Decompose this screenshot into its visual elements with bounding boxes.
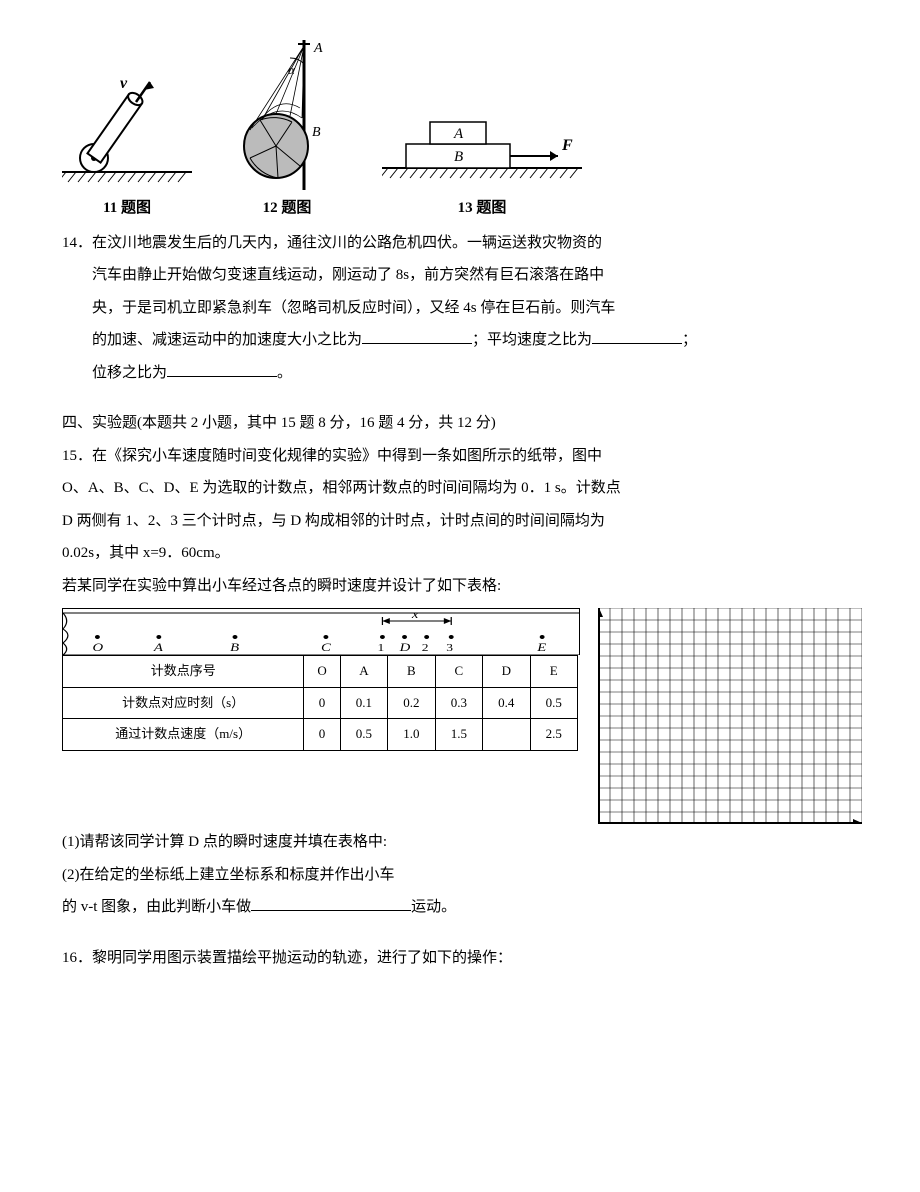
q15-sub1: (1)请帮该同学计算 D 点的瞬时速度并填在表格中: [62, 828, 862, 857]
q14-l1: 在汶川地震发生后的几天内，通往汶川的公路危机四伏。一辆运送救灾物资的 [92, 235, 602, 251]
fig12-point-b: B [312, 125, 321, 140]
figure-11: v 11 题图 [62, 70, 192, 223]
figure-13: B A F 13 题图 [382, 90, 582, 223]
q15-p1-row: 15．在《探究小车速度随时间变化规律的实验》中得到一条如图所示的纸带，图中 [62, 442, 862, 471]
svg-text:B: B [230, 640, 239, 653]
velocity-table: 计数点序号 O A B C D E 计数点对应时刻（s） 0 0.1 0.2 0… [62, 655, 578, 751]
figure-13-svg: B A F [382, 90, 582, 190]
q15-experiment-row: O A B C 1 D 2 3 E x 计数点序号 O A B C D [62, 608, 862, 824]
col-label: 计数点序号 [63, 656, 304, 688]
table-time-row: 计数点对应时刻（s） 0 0.1 0.2 0.3 0.4 0.5 [63, 687, 578, 719]
section-4-heading: 四、实验题(本题共 2 小题，其中 15 题 8 分，16 题 4 分，共 12… [62, 409, 862, 438]
q14-number: 14． [62, 235, 92, 251]
figure-12-caption: 12 题图 [263, 194, 312, 223]
q15-p4: 0.02s，其中 x=9．60cm。 [62, 539, 862, 568]
svg-text:D: D [399, 640, 411, 653]
q14-blank-1[interactable] [362, 328, 472, 344]
q15-p5: 若某同学在实验中算出小车经过各点的瞬时速度并设计了如下表格: [62, 572, 862, 601]
figure-12-svg: A α B [232, 40, 342, 190]
table-blank-D[interactable] [483, 719, 530, 751]
tape-svg: O A B C 1 D 2 3 E x [62, 608, 580, 655]
table-velocity-row: 通过计数点速度（m/s） 0 0.5 1.0 1.5 2.5 [63, 719, 578, 751]
velocity-label: v [120, 75, 128, 92]
figure-11-caption: 11 题图 [103, 194, 151, 223]
q15-sub2: (2)在给定的坐标纸上建立坐标系和标度并作出小车 [62, 861, 862, 890]
graph-grid[interactable] [598, 608, 862, 824]
fig13-block-b: B [454, 149, 463, 165]
fig12-point-a: A [313, 41, 323, 56]
figure-13-caption: 13 题图 [458, 194, 507, 223]
q15-p1: 在《探究小车速度随时间变化规律的实验》中得到一条如图所示的纸带，图中 [92, 448, 602, 464]
tape-and-table: O A B C 1 D 2 3 E x 计数点序号 O A B C D [62, 608, 578, 751]
table-header-row: 计数点序号 O A B C D E [63, 656, 578, 688]
q14-l2: 汽车由静止开始做匀变速直线运动，刚运动了 8s，前方突然有巨石滚落在路中 [62, 261, 862, 290]
q15-blank-motion[interactable] [251, 895, 411, 911]
figure-12: A α B 12 题图 [232, 40, 342, 223]
q14: 14．在汶川地震发生后的几天内，通往汶川的公路危机四伏。一辆运送救灾物资的 [62, 229, 862, 258]
q14-blank-3[interactable] [167, 361, 277, 377]
q14-l3: 央，于是司机立即紧急刹车（忽略司机反应时间），又经 4s 停在巨石前。则汽车 [62, 294, 862, 323]
q14-blank-2[interactable] [592, 328, 682, 344]
figure-11-svg: v [62, 70, 192, 190]
q14-l4: 的加速、减速运动中的加速度大小之比为；平均速度之比为； [62, 326, 862, 355]
q14-l5: 位移之比为。 [62, 359, 862, 388]
svg-text:A: A [153, 640, 164, 653]
q15-sub3: 的 v-t 图象，由此判断小车做运动。 [62, 893, 862, 922]
fig12-angle: α [288, 62, 296, 77]
figure-row: v 11 题图 A α B 12 题图 [62, 40, 862, 223]
svg-text:2: 2 [422, 641, 429, 653]
fig13-block-a: A [453, 126, 464, 142]
svg-text:1: 1 [378, 641, 385, 653]
q15-p2: O、A、B、C、D、E 为选取的计数点，相邻两计数点的时间间隔均为 0．1 s。… [62, 474, 862, 503]
svg-text:O: O [92, 640, 103, 653]
q16-number: 16． [62, 950, 92, 966]
q15-p3: D 两侧有 1、2、3 三个计时点，与 D 构成相邻的计时点，计时点间的时间间隔… [62, 507, 862, 536]
svg-text:E: E [536, 640, 546, 653]
q15-number: 15． [62, 448, 92, 464]
svg-text:x: x [411, 608, 419, 621]
q16-text: 黎明同学用图示装置描绘平抛运动的轨迹，进行了如下的操作： [92, 950, 512, 966]
svg-text:C: C [321, 640, 332, 653]
svg-text:3: 3 [446, 641, 453, 653]
fig13-force: F [561, 137, 573, 154]
q16: 16．黎明同学用图示装置描绘平抛运动的轨迹，进行了如下的操作： [62, 944, 862, 973]
